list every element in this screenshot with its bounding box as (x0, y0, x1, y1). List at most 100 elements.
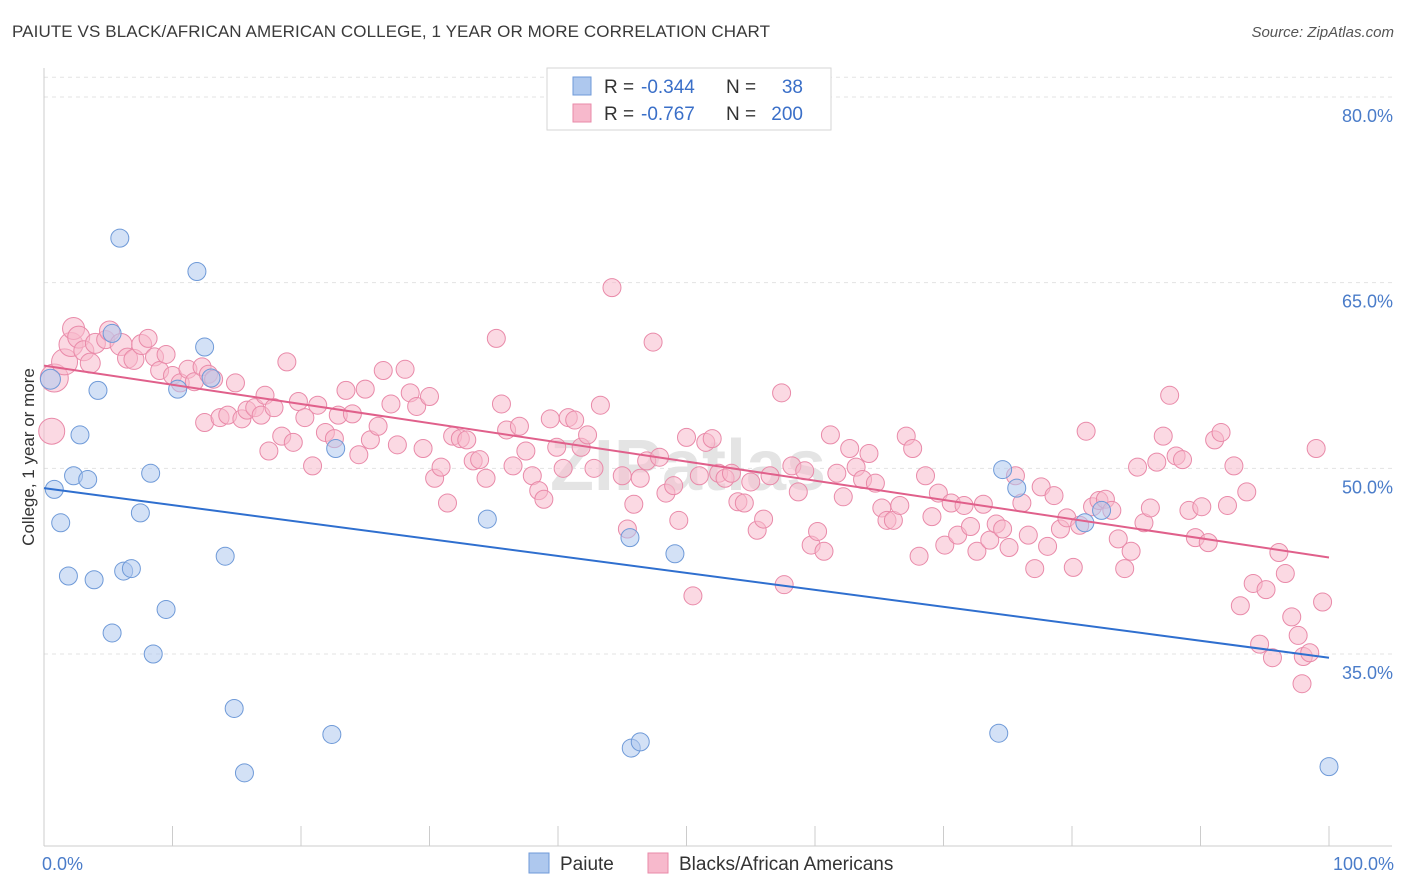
black-data-point (1230, 596, 1250, 616)
black-data-point (795, 461, 815, 481)
black-data-point (1256, 580, 1276, 600)
black-data-point (395, 359, 415, 379)
black-data-point (741, 472, 761, 492)
axes (43, 68, 1392, 847)
black-data-point (156, 344, 176, 364)
black-data-point (1192, 497, 1212, 517)
black-data-point (808, 521, 828, 541)
y-tick-label: 50.0% (1342, 477, 1393, 497)
paiute-data-point (88, 380, 108, 400)
black-data-point (734, 493, 754, 513)
legend-r-value-paiute: -0.344 (641, 77, 695, 98)
legend-swatch-black (572, 103, 592, 123)
black-data-point (643, 332, 663, 352)
y-tick-label: 35.0% (1342, 663, 1393, 683)
legend-n-value-paiute: 38 (782, 77, 803, 98)
paiute-data-point (58, 566, 78, 586)
black-data-point (1108, 529, 1128, 549)
black-data-point (1044, 486, 1064, 506)
chart-title: PAIUTE VS BLACK/AFRICAN AMERICAN COLLEGE… (12, 22, 771, 41)
paiute-data-point (224, 698, 244, 718)
black-data-point (840, 439, 860, 459)
paiute-data-point (322, 724, 342, 744)
black-data-point (1288, 625, 1308, 645)
paiute-data-point (630, 732, 650, 752)
black-data-point (1224, 456, 1244, 476)
paiute-data-point (993, 460, 1013, 480)
black-data-point (38, 417, 66, 445)
black-data-point (259, 441, 279, 461)
black-data-point (935, 535, 955, 555)
black-data-point (516, 441, 536, 461)
black-data-point (387, 435, 407, 455)
paiute-data-point (477, 509, 497, 529)
paiute-data-point (1319, 757, 1339, 777)
paiute-data-point (39, 368, 61, 390)
black-data-point (1306, 439, 1326, 459)
black-data-point (1198, 533, 1218, 553)
black-data-point (578, 425, 598, 445)
black-data-point (890, 495, 910, 515)
black-data-point (437, 493, 457, 513)
y-tick-label: 80.0% (1342, 106, 1393, 126)
black-data-point (903, 439, 923, 459)
series-legend-label-paiute: Paiute (560, 854, 614, 875)
black-data-point (1282, 607, 1302, 627)
black-data-point (486, 328, 506, 348)
black-data-point (859, 443, 879, 463)
stats-legend: R = -0.344 N = 38 R = -0.767 N = 200 (546, 67, 832, 131)
black-data-point (590, 395, 610, 415)
paiute-data-point (84, 570, 104, 590)
black-data-point (1140, 498, 1160, 518)
black-data-point (1128, 457, 1148, 477)
black-data-point (677, 427, 696, 447)
paiute-data-point (1092, 500, 1112, 520)
black-data-point (565, 410, 585, 430)
paiute-data-point (215, 546, 235, 566)
black-data-point (381, 394, 401, 414)
black-data-point (336, 380, 356, 400)
series-legend: Paiute Blacks/African Americans (528, 852, 893, 875)
black-data-point (1300, 643, 1320, 663)
black-data-point (624, 494, 644, 514)
black-data-point (1160, 385, 1180, 405)
series-legend-swatch-paiute (528, 852, 550, 874)
black-data-point (1076, 421, 1096, 441)
series-paiute-points (39, 228, 1339, 783)
black-data-point (865, 473, 885, 493)
legend-r-label-black: R = (604, 104, 634, 125)
paiute-data-point (326, 439, 346, 459)
black-data-point (79, 352, 101, 374)
black-data-point (355, 379, 375, 399)
paiute-data-point (156, 599, 176, 619)
black-data-point (1153, 426, 1173, 446)
black-data-point (491, 394, 511, 414)
paiute-data-point (1007, 478, 1027, 498)
black-data-point (916, 466, 936, 486)
black-data-point (967, 541, 987, 561)
black-data-point (503, 456, 523, 476)
series-legend-label-black: Blacks/African Americans (679, 854, 893, 875)
black-data-point (342, 404, 362, 424)
black-data-point (349, 445, 369, 465)
black-data-point (470, 450, 490, 470)
paiute-data-point (78, 469, 98, 489)
black-data-point (754, 509, 774, 529)
black-data-point (534, 489, 554, 509)
black-data-point (1147, 452, 1167, 472)
black-data-point (820, 425, 840, 445)
legend-n-label-paiute: N = (726, 77, 756, 98)
paiute-data-point (195, 337, 215, 357)
black-data-point (814, 541, 834, 561)
black-data-point (407, 396, 427, 416)
black-data-point (225, 373, 245, 393)
paiute-data-point (989, 723, 1009, 743)
paiute-data-point (665, 544, 685, 564)
black-data-point (1025, 559, 1045, 579)
paiute-data-point (102, 323, 122, 343)
black-data-point (960, 517, 980, 537)
paiute-data-point (141, 463, 161, 483)
black-data-point (373, 361, 393, 381)
black-data-point (689, 466, 709, 486)
black-data-point (1063, 557, 1083, 577)
